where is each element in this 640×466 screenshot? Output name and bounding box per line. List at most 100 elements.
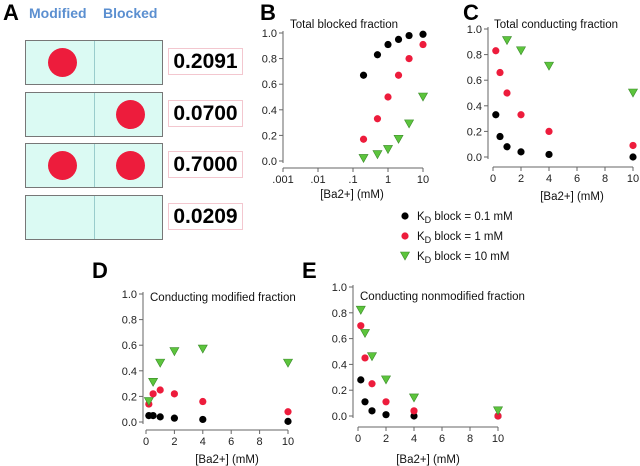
data-point-kd-1 <box>492 47 500 55</box>
divider <box>94 144 95 187</box>
data-point-kd-1 <box>419 40 427 49</box>
data-point-kd-10 <box>282 358 294 368</box>
data-point-kd-10 <box>358 154 369 164</box>
data-point-kd-0-1 <box>496 132 504 141</box>
data-point-kd-10 <box>355 305 366 315</box>
x-tick-label: .01 <box>310 174 325 186</box>
legend-marker <box>401 212 409 220</box>
state-row <box>25 40 163 85</box>
y-tick-label: 0.4 <box>332 359 347 371</box>
data-point-kd-1 <box>545 127 553 135</box>
x-axis-label: [Ba2+] (mM) <box>195 454 259 466</box>
y-tick-label: 0.4 <box>467 101 482 113</box>
x-tick-label: 10 <box>492 433 504 445</box>
x-axis-label: [Ba2+] (mM) <box>540 191 604 203</box>
data-point-kd-1 <box>382 398 390 406</box>
y-tick-label: 0.8 <box>332 308 347 320</box>
data-point-kd-1 <box>494 412 502 420</box>
blocked-dot <box>116 151 145 180</box>
panel-label-e: E <box>302 258 317 283</box>
data-point-kd-1 <box>199 397 207 406</box>
data-point-kd-10 <box>155 358 166 368</box>
data-point-kd-1 <box>410 407 418 415</box>
data-point-kd-1 <box>384 93 392 101</box>
data-point-kd-0-1 <box>517 148 525 156</box>
y-tick-label: 1.0 <box>122 289 137 301</box>
x-tick-label: 6 <box>439 433 445 445</box>
x-tick-label: 2 <box>171 436 177 448</box>
state-probability: 0.2091 <box>168 48 243 75</box>
data-point-kd-10 <box>380 375 392 385</box>
data-point-kd-10 <box>515 46 527 56</box>
state-probability: 0.0700 <box>168 100 243 127</box>
data-point-kd-0-1 <box>629 153 637 161</box>
legend-sub: D <box>425 235 432 245</box>
data-point-kd-0-1 <box>492 111 500 119</box>
legend-text: block = 10 mM <box>431 251 509 263</box>
data-point-kd-0-1 <box>359 71 368 79</box>
data-point-kd-0-1 <box>382 411 390 419</box>
state-probability: 0.7000 <box>168 151 243 178</box>
panel-label-d: D <box>92 258 108 283</box>
chart-c: 0.0 0.2 0.4 0.6 0.8 1.0 0 2 4 6 8 10 Total conductin… <box>467 19 639 203</box>
panel-label-b: B <box>260 0 276 25</box>
data-point-kd-0-1 <box>357 376 365 384</box>
data-point-kd-1 <box>284 408 292 416</box>
y-tick-label: 0.2 <box>332 385 347 397</box>
data-point-kd-1 <box>149 390 157 398</box>
data-point-kd-10 <box>543 61 555 71</box>
y-tick-label: 0.2 <box>467 126 482 138</box>
data-point-kd-1 <box>394 71 403 79</box>
modified-dot <box>48 151 77 180</box>
legend-entry: KD block = 0.1 mM <box>417 211 513 225</box>
modified-header: Modified <box>29 5 87 21</box>
data-point-kd-10 <box>143 397 154 407</box>
legend-k: K <box>417 231 425 243</box>
data-point-kd-1 <box>357 322 365 330</box>
legend-marker <box>401 232 409 240</box>
x-tick-label: 1 <box>385 174 391 186</box>
x-tick-label: 4 <box>411 433 417 445</box>
data-point-kd-0-1 <box>419 30 427 38</box>
chart-title: Total blocked fraction <box>290 19 398 31</box>
data-point-kd-10 <box>404 119 415 129</box>
data-point-kd-10 <box>408 393 420 403</box>
data-point-kd-0-1 <box>405 31 413 40</box>
data-point-kd-0-1 <box>503 143 511 151</box>
x-tick-label: 8 <box>257 436 263 448</box>
state-row <box>25 92 163 137</box>
data-point-kd-1 <box>156 386 164 394</box>
chart-title: Conducting nonmodified fraction <box>360 291 525 303</box>
y-tick-label: 1.0 <box>467 24 482 36</box>
y-tick-label: 0.2 <box>262 130 277 142</box>
data-point-kd-10 <box>169 347 180 357</box>
blocked-header: Blocked <box>103 5 158 21</box>
x-tick-label: 10 <box>282 436 294 448</box>
legend-sub: D <box>425 255 432 265</box>
legend-text: block = 1 mM <box>431 231 503 243</box>
panel-label-c: C <box>463 0 479 25</box>
x-tick-label: 2 <box>518 173 524 185</box>
data-point-kd-10 <box>393 134 404 144</box>
data-point-kd-0-1 <box>373 51 382 59</box>
chart-title: Total conducting fraction <box>494 19 618 31</box>
y-tick-label: 0.8 <box>467 50 482 62</box>
data-point-kd-1 <box>359 135 368 143</box>
data-point-kd-0-1 <box>199 415 207 424</box>
y-tick-label: 0.6 <box>262 79 277 91</box>
data-point-kd-1 <box>503 89 511 97</box>
legend-sub: D <box>425 215 432 225</box>
data-point-kd-0-1 <box>284 417 292 425</box>
legend-k: K <box>417 251 425 263</box>
data-point-kd-0-1 <box>545 150 553 159</box>
data-point-kd-0-1 <box>361 398 369 406</box>
x-tick-label: 8 <box>467 433 473 445</box>
y-tick-label: 0.8 <box>262 54 277 66</box>
chart-d: 0.0 0.2 0.4 0.6 0.8 1.0 0 2 4 6 8 10 Conducting modi… <box>122 289 296 466</box>
x-tick-label: 0 <box>355 433 361 445</box>
y-tick-label: 0.8 <box>122 315 137 327</box>
data-point-kd-10 <box>197 344 208 354</box>
y-tick-label: 0.0 <box>467 152 482 164</box>
data-point-kd-1 <box>496 68 504 77</box>
panel-label-a: A <box>3 0 19 25</box>
